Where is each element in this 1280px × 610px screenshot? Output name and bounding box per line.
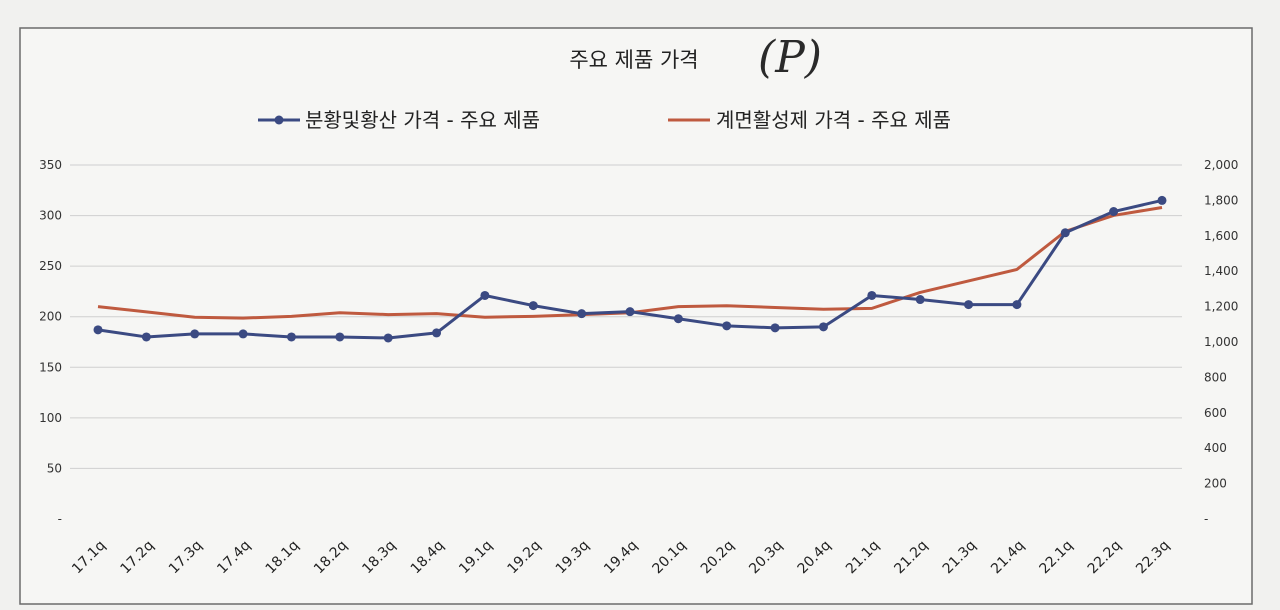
series-point-sulfur-price: [867, 290, 877, 300]
series-point-sulfur-price: [238, 329, 248, 339]
series-point-sulfur-price: [770, 323, 780, 333]
left-axis-tick-label: 350: [39, 158, 62, 172]
left-y-axis: - 50 100 150 200 250 300 350: [39, 158, 62, 526]
right-axis-tick-label: 200: [1204, 477, 1227, 491]
right-axis-tick-label: 600: [1204, 406, 1227, 420]
left-axis-tick-label: 150: [39, 360, 62, 374]
left-axis-tick-label: 300: [39, 209, 62, 223]
left-axis-tick-label: 50: [47, 461, 62, 475]
legend-item-series-2: 계면활성제 가격 - 주요 제품: [668, 108, 951, 132]
legend-label-series-1: 분황및황산 가격 - 주요 제품: [305, 108, 540, 132]
series-point-sulfur-price: [93, 325, 103, 335]
series-point-sulfur-price: [383, 333, 393, 343]
right-axis-tick-label: 1,600: [1204, 229, 1238, 243]
right-axis-tick-label: 1,400: [1204, 264, 1238, 278]
right-axis-tick-label: 2,000: [1204, 158, 1238, 172]
chart-frame: [19, 27, 1253, 605]
left-axis-tick-label: 200: [39, 310, 62, 324]
chart-title: 주요 제품 가격: [569, 48, 698, 72]
series-point-sulfur-price: [141, 332, 151, 342]
right-axis-tick-label: 1,800: [1204, 193, 1238, 207]
right-axis-tick-label: 800: [1204, 370, 1227, 384]
right-axis-tick-label: -: [1204, 512, 1208, 526]
left-axis-tick-label: 250: [39, 259, 62, 273]
right-axis-tick-label: 1,200: [1204, 300, 1238, 314]
plot-area: [93, 195, 1167, 343]
series-point-sulfur-price: [673, 314, 683, 324]
left-axis-tick-label: 100: [39, 411, 62, 425]
series-point-sulfur-price: [432, 328, 442, 338]
handwritten-note: (P): [758, 32, 822, 83]
series-point-sulfur-price: [915, 295, 925, 305]
left-axis-tick-label: -: [58, 512, 62, 526]
legend-label-series-2: 계면활성제 가격 - 주요 제품: [716, 108, 951, 132]
legend-marker-series-1: [274, 115, 284, 125]
series-point-sulfur-price: [964, 300, 974, 310]
right-y-axis: - 200 400 600 800 1,000 1,200 1,400 1,600 1,800 2,…: [1204, 158, 1238, 526]
series-point-sulfur-price: [528, 301, 538, 311]
series-point-sulfur-price: [818, 322, 828, 332]
series-point-sulfur-price: [335, 332, 345, 342]
series-point-sulfur-price: [722, 321, 732, 331]
series-point-sulfur-price: [1060, 228, 1070, 238]
series-point-sulfur-price: [1012, 300, 1022, 310]
series-point-sulfur-price: [1157, 195, 1167, 205]
title-group: 주요 제품 가격 (P): [569, 32, 822, 83]
series-point-sulfur-price: [577, 309, 587, 319]
series-point-sulfur-price: [286, 332, 296, 342]
series-point-sulfur-price: [480, 290, 490, 300]
right-axis-tick-label: 1,000: [1204, 335, 1238, 349]
legend: 분황및황산 가격 - 주요 제품 계면활성제 가격 - 주요 제품: [258, 108, 951, 132]
legend-item-series-1: 분황및황산 가격 - 주요 제품: [258, 108, 540, 132]
series-point-sulfur-price: [190, 329, 200, 339]
right-axis-tick-label: 400: [1204, 441, 1227, 455]
series-point-sulfur-price: [625, 307, 635, 317]
series-point-sulfur-price: [1109, 207, 1119, 217]
